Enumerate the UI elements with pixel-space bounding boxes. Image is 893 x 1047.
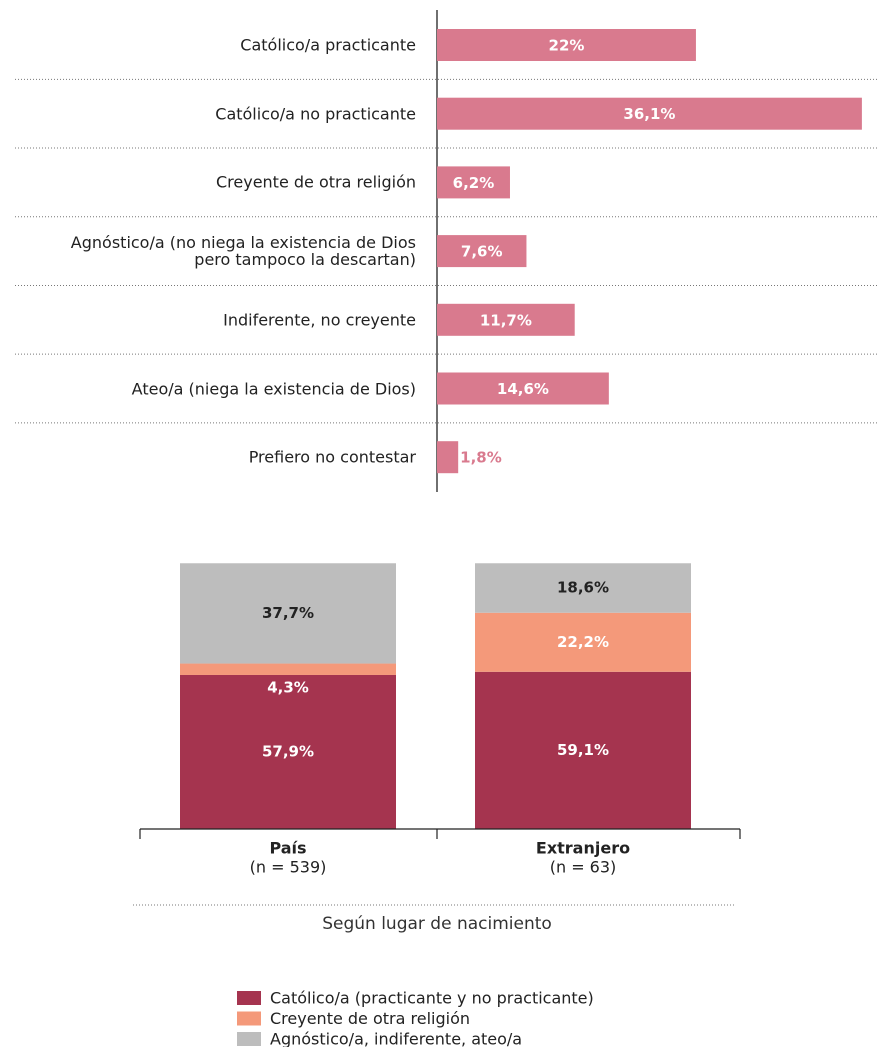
bar bbox=[437, 166, 510, 199]
category-label: Católico/a practicante bbox=[240, 35, 416, 55]
legend-label: Creyente de otra religión bbox=[270, 1009, 470, 1028]
value-label: 22% bbox=[549, 37, 585, 55]
legend-swatch bbox=[237, 1032, 261, 1046]
value-label: 11,7% bbox=[480, 311, 532, 329]
value-label: 7,6% bbox=[461, 243, 503, 261]
category-note: (n = 63) bbox=[550, 858, 617, 877]
value-label: 57,9% bbox=[262, 742, 314, 760]
category-label: País bbox=[269, 839, 306, 858]
value-label: 18,6% bbox=[557, 579, 609, 597]
category-note: (n = 539) bbox=[250, 858, 327, 877]
legend-label: Agnóstico/a, indiferente, ateo/a bbox=[270, 1030, 522, 1047]
legend-swatch bbox=[237, 1011, 261, 1026]
value-label: 22,2% bbox=[557, 633, 609, 651]
bar-segment bbox=[180, 663, 396, 675]
category-label: Extranjero bbox=[536, 839, 630, 858]
x-axis-label: Según lugar de nacimiento bbox=[322, 914, 552, 934]
bar bbox=[437, 441, 459, 474]
value-label: 36,1% bbox=[623, 105, 675, 123]
bar-segment bbox=[475, 563, 691, 613]
category-label: Agnóstico/a (no niega la existencia de D… bbox=[70, 233, 416, 270]
bar bbox=[437, 97, 862, 130]
value-label: 6,2% bbox=[453, 174, 495, 192]
bar-segment bbox=[475, 612, 691, 672]
value-label: 14,6% bbox=[497, 380, 549, 398]
legend-swatch bbox=[237, 991, 261, 1005]
bar-segment bbox=[475, 671, 691, 829]
bar-segment bbox=[180, 563, 396, 664]
category-label: Católico/a no practicante bbox=[215, 104, 416, 124]
category-label: Prefiero no contestar bbox=[248, 447, 416, 467]
bar bbox=[437, 235, 527, 268]
value-label: 4,3% bbox=[267, 678, 309, 696]
value-label: 1,8% bbox=[460, 449, 502, 467]
category-label: Creyente de otra religión bbox=[215, 172, 416, 192]
category-label: Indiferente, no creyente bbox=[223, 310, 416, 330]
bar bbox=[437, 372, 609, 405]
bar-segment bbox=[180, 674, 396, 829]
legend-label: Católico/a (practicante y no practicante… bbox=[270, 989, 594, 1008]
value-label: 37,7% bbox=[262, 604, 314, 622]
value-label: 59,1% bbox=[557, 741, 609, 759]
category-label: Ateo/a (niega la existencia de Dios) bbox=[131, 379, 416, 398]
bar bbox=[437, 29, 696, 61]
bar bbox=[437, 303, 575, 336]
